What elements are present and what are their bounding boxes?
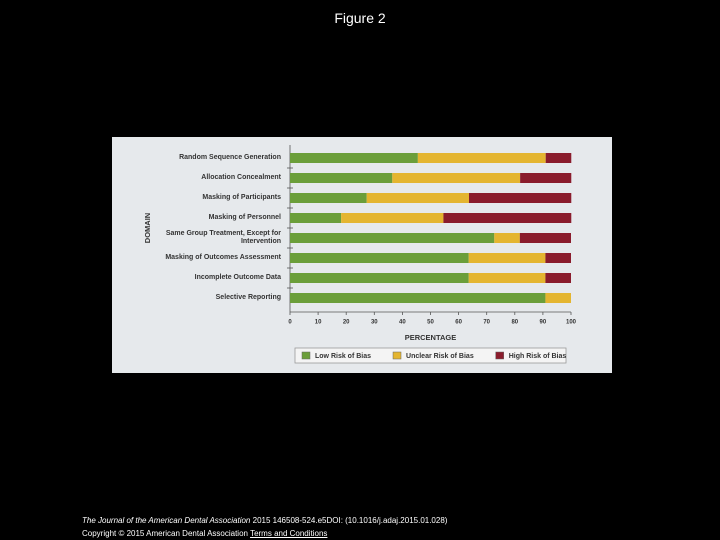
citation-line: The Journal of the American Dental Assoc… [82, 514, 447, 527]
bar-segment [468, 253, 546, 263]
x-tick-label: 40 [399, 320, 406, 326]
bar-segment [290, 153, 418, 163]
bar-segment [290, 233, 495, 243]
bar-segment [290, 293, 546, 303]
chart-panel: 0 10 20 30 40 50 60 70 80 90 100 PERCENTAGE DOMAIN Lo… [112, 137, 612, 373]
y-axis-label: DOMAIN [143, 213, 152, 243]
footer: The Journal of the American Dental Assoc… [82, 514, 447, 540]
bar-segment [290, 173, 393, 183]
x-tick-label: 10 [315, 320, 322, 326]
x-tick-label: 0 [288, 320, 292, 326]
bar-segment [290, 193, 367, 203]
terms-link[interactable]: Terms and Conditions [250, 529, 328, 538]
x-tick-label: 90 [540, 320, 547, 326]
copyright: Copyright © 2015 American Dental Associa… [82, 529, 248, 538]
y-tick-label: Masking of Participants [202, 194, 281, 201]
bar-segment [494, 233, 520, 243]
y-tick-label: Same Group Treatment, Except for Interve… [165, 230, 281, 245]
bar-segment [417, 153, 546, 163]
bar-segment [520, 173, 572, 183]
bar-segment [545, 153, 572, 163]
legend-swatch [495, 351, 504, 360]
legend-label: High Risk of Bias [509, 353, 567, 360]
bar-segment [545, 293, 571, 303]
y-tick-label: Masking of Personnel [208, 214, 281, 221]
x-tick-label: 80 [511, 320, 518, 326]
y-tick-label: Incomplete Outcome Data [194, 274, 281, 281]
bar-segment [392, 173, 521, 183]
bar-segment [290, 273, 469, 283]
bar-segment [545, 273, 571, 283]
y-tick-label: Allocation Concealment [201, 174, 281, 181]
legend-swatch [301, 351, 311, 360]
slide-title: Figure 2 [334, 10, 386, 26]
bar-segment [341, 213, 444, 223]
bar-segment [468, 193, 572, 203]
x-tick-label: 70 [483, 320, 490, 326]
bar-segment [468, 273, 546, 283]
x-axis-label: PERCENTAGE [405, 333, 457, 342]
citation: 2015 146508-524.e5DOI: (10.1016/j.adaj.2… [252, 516, 448, 525]
legend-swatch [392, 351, 402, 360]
y-tick-label: Random Sequence Generation [179, 154, 281, 161]
legend-label: Unclear Risk of Bias [406, 353, 474, 360]
y-tick-label: Masking of Outcomes Assessment [165, 254, 281, 261]
x-tick-label: 100 [566, 320, 577, 326]
copyright-line: Copyright © 2015 American Dental Associa… [82, 527, 447, 540]
bar-segment [290, 213, 342, 223]
bar-segment [366, 193, 469, 203]
x-tick-label: 60 [455, 320, 462, 326]
x-tick-label: 50 [427, 320, 434, 326]
legend-label: Low Risk of Bias [315, 353, 371, 360]
x-tick-label: 30 [371, 320, 378, 326]
chart: 0 10 20 30 40 50 60 70 80 90 100 PERCENTAGE DOMAIN Lo… [143, 145, 577, 364]
x-tick-label: 20 [343, 320, 350, 326]
bar-segment [443, 213, 572, 223]
y-tick-label: Selective Reporting [215, 294, 281, 301]
bar-segment [519, 233, 571, 243]
journal-name: The Journal of the American Dental Assoc… [82, 516, 251, 525]
bar-segment [545, 253, 571, 263]
bar-segment [290, 253, 469, 263]
